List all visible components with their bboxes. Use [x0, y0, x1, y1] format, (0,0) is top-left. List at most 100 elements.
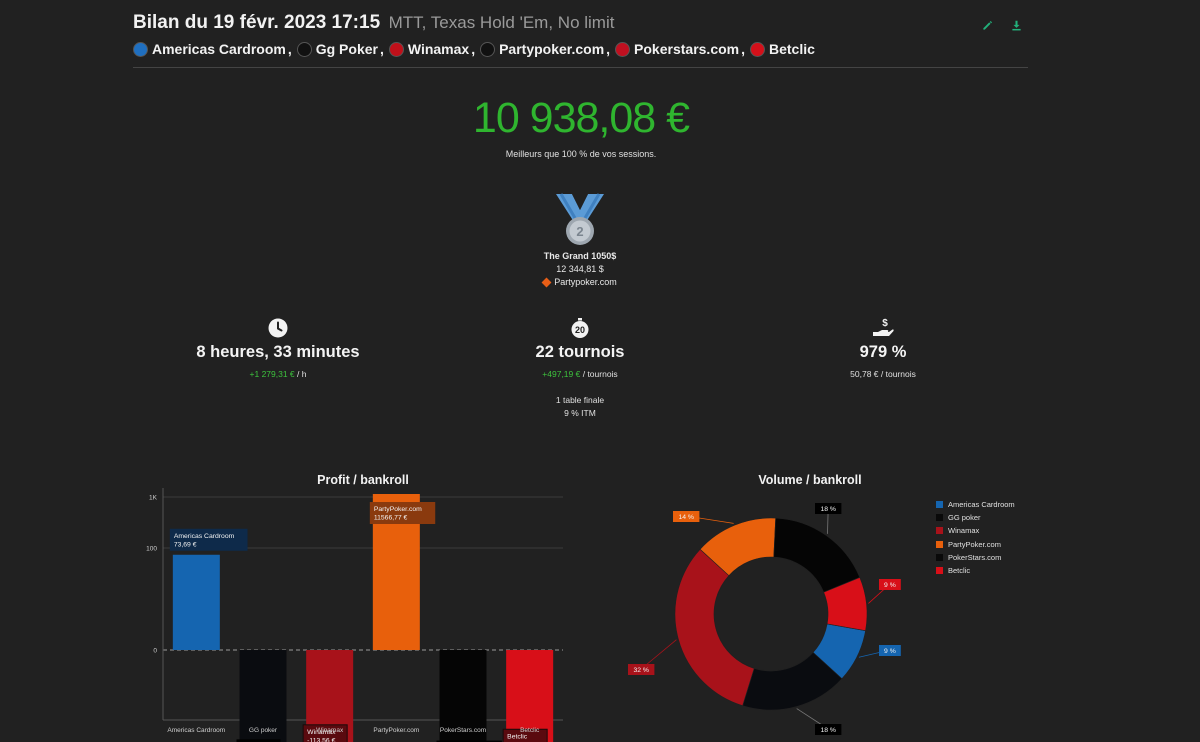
- legend-swatch: [936, 553, 943, 561]
- bar-label-name: Americas Cardroom: [174, 533, 235, 540]
- legend-swatch: [936, 567, 943, 575]
- y-tick-label: 0: [153, 648, 157, 655]
- room-logo-icon: [133, 41, 148, 57]
- room-logo-icon: [296, 41, 312, 57]
- legend-swatch: [936, 514, 943, 522]
- edit-button[interactable]: [980, 18, 994, 32]
- stat-extra: 9 % ITM: [564, 408, 596, 418]
- donut-label-text: 9 %: [884, 648, 896, 655]
- x-tick-label: PartyPoker.com: [373, 727, 419, 734]
- page-title-row: Bilan du 19 févr. 2023 17:15 MTT, Texas …: [133, 12, 1028, 36]
- bar-label-name: PartyPoker.com: [374, 506, 422, 513]
- legend-item-4[interactable]: PokerStars.com: [936, 551, 1015, 564]
- room-name: Gg Poker: [315, 41, 378, 57]
- donut-label-3: 14 %: [673, 511, 700, 522]
- room-logo-icon: [388, 41, 404, 57]
- bar-label-name: Winamax: [307, 729, 336, 736]
- bar-label-4: PokerStars.com-231,33 €: [436, 740, 502, 742]
- bar-label-2: Winamax-113,56 €: [302, 724, 348, 742]
- bar-label-1: GG poker-218,74 €: [236, 739, 281, 742]
- room-tag-0: Americas Cardroom ,: [133, 41, 297, 57]
- stat-detail: +497,19 € / tournois: [542, 369, 618, 379]
- bar-label-value: -113,56 €: [307, 737, 335, 742]
- pencil-icon: [982, 20, 992, 30]
- room-separator: ,: [379, 41, 384, 57]
- best-tournament-amount: 12 344,81 $: [556, 264, 604, 274]
- legend-swatch: [936, 527, 943, 535]
- stat-detail: 50,78 € / tournois: [850, 369, 916, 379]
- legend-label: PartyPoker.com: [948, 539, 1001, 549]
- legend-swatch: [936, 540, 943, 548]
- download-button[interactable]: [1009, 18, 1023, 32]
- room-separator: ,: [287, 41, 292, 57]
- room-logo-icon: [615, 41, 631, 57]
- donut-label-1: 18 %: [815, 724, 842, 735]
- donut-label-5: 9 %: [879, 579, 901, 590]
- room-separator: ,: [741, 41, 745, 57]
- donut-slice-2: [674, 548, 755, 707]
- stat-value: 22 tournois: [535, 343, 625, 361]
- room-name: Winamax: [407, 41, 470, 57]
- page-title: Bilan du 19 févr. 2023 17:15: [133, 12, 381, 33]
- legend-item-0[interactable]: Americas Cardroom: [936, 498, 1015, 511]
- donut-label-text: 32 %: [633, 667, 649, 674]
- total-profit: 10 938,08 €: [472, 94, 690, 142]
- volume-chart-title: Volume / bankroll: [758, 473, 862, 487]
- stat-value: 979 %: [859, 343, 907, 361]
- donut-label-text: 14 %: [678, 514, 694, 521]
- legend-item-1[interactable]: GG poker: [936, 511, 1015, 524]
- profit-chart-title: Profit / bankroll: [317, 473, 409, 487]
- donut-slice-5: [823, 577, 868, 632]
- best-tournament-room: Partypoker.com: [480, 277, 680, 288]
- svg-text:20: 20: [575, 325, 585, 335]
- medal-rank: 2: [576, 224, 583, 239]
- room-name: Betclic: [769, 41, 815, 57]
- stat-detail: +1 279,31 € / h: [249, 369, 307, 379]
- legend-label: Americas Cardroom: [948, 500, 1015, 510]
- x-tick-label: GG poker: [249, 727, 278, 734]
- room-tag-4: Pokerstars.com ,: [615, 41, 750, 57]
- x-tick-label: Winamax: [316, 727, 344, 734]
- room-tag-2: Winamax ,: [388, 41, 480, 57]
- header-divider: [133, 67, 1028, 68]
- room-tag-1: Gg Poker ,: [296, 41, 389, 57]
- room-logo-icon: [480, 41, 496, 57]
- room-tag-3: Partypoker.com ,: [480, 41, 615, 57]
- stat-extra: 1 table finale: [555, 395, 605, 405]
- legend-label: GG poker: [948, 513, 981, 523]
- donut-label-text: 9 %: [884, 582, 896, 589]
- legend-label: Betclic: [948, 566, 971, 576]
- bar-label-5: Betclic-138,75 €: [502, 728, 548, 742]
- bar-label-name: Betclic: [507, 733, 528, 740]
- donut-label-0: 9 %: [879, 645, 901, 656]
- bar-4: [439, 650, 487, 742]
- bar-1: [239, 650, 287, 742]
- y-tick-label: 100: [146, 546, 157, 553]
- legend-item-2[interactable]: Winamax: [936, 524, 1015, 537]
- legend-item-5[interactable]: Betclic: [936, 564, 1015, 577]
- x-tick-label: Betclic: [520, 727, 540, 734]
- silver-medal-icon: 2: [556, 193, 604, 245]
- legend-label: Winamax: [948, 526, 980, 536]
- donut-hole: [714, 557, 828, 671]
- donut-label-4: 18 %: [815, 503, 842, 514]
- x-tick-label: PokerStars.com: [440, 727, 486, 734]
- clock-icon: [268, 318, 288, 338]
- bar-5: [506, 650, 554, 742]
- money-hand-icon: $: [873, 318, 894, 336]
- donut-label-2: 32 %: [628, 664, 655, 675]
- partypoker-logo-icon: [541, 277, 552, 288]
- legend-item-3[interactable]: PartyPoker.com: [936, 538, 1015, 551]
- bar-label-value: 11566,77 €: [374, 515, 408, 522]
- room-tag-5: Betclic: [750, 41, 815, 57]
- volume-legend: Americas Cardroom GG poker Winamax PartyPok…: [936, 498, 1015, 577]
- poker-rooms-list: Americas Cardroom , Gg Poker , Winamax , Pa…: [133, 40, 815, 58]
- bar-label-3: PartyPoker.com 11566,77 €: [369, 502, 436, 524]
- page-subtitle: MTT, Texas Hold 'Em, No limit: [388, 13, 615, 32]
- room-name: Partypoker.com: [499, 41, 605, 57]
- stopwatch-20-icon: 20: [571, 318, 589, 338]
- svg-text:$: $: [882, 318, 888, 329]
- x-tick-label: Americas Cardroom: [167, 727, 225, 734]
